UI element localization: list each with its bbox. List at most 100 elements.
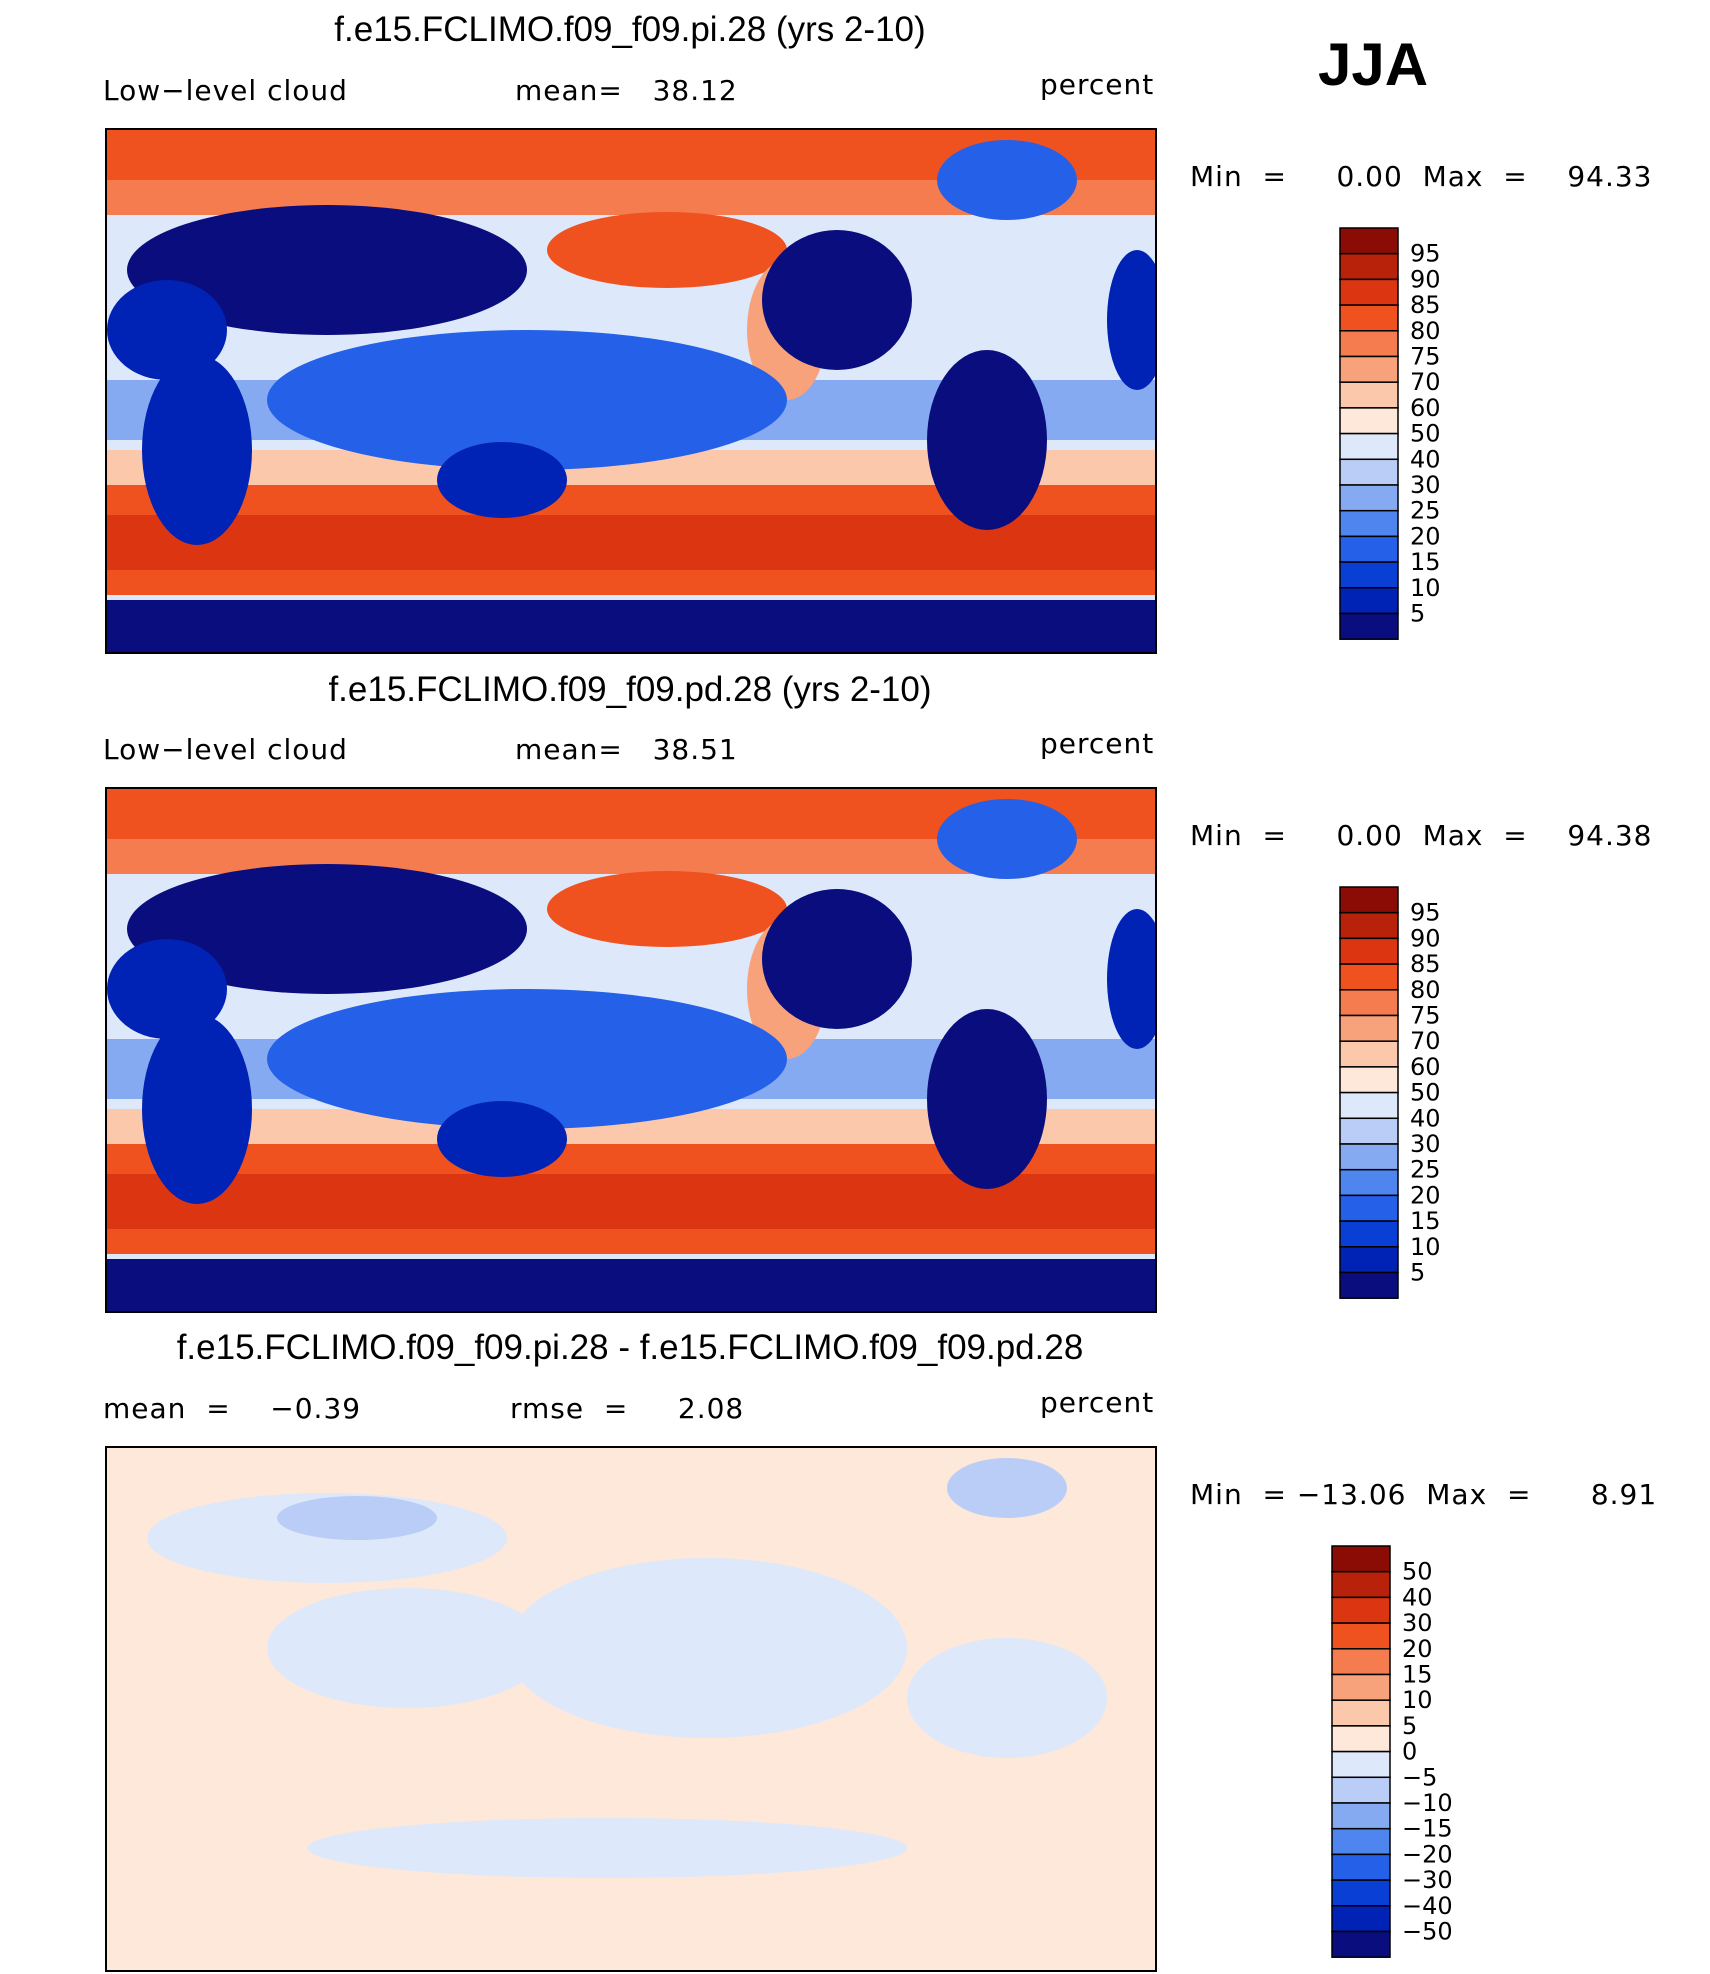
eurasia-continent <box>127 205 527 335</box>
colorbar-3-swatch <box>1331 1545 1391 1573</box>
colorbar-1-swatch <box>1339 509 1399 538</box>
colorbar-1-swatch <box>1339 227 1399 255</box>
colorbar-3-swatch <box>1331 1776 1391 1804</box>
colorbar-3-tick-label: −5 <box>1402 1763 1437 1791</box>
australia-region <box>437 442 567 518</box>
panel-3-title: f.e15.FCLIMO.f09_f09.pi.28 - f.e15.FCLIM… <box>176 1328 1084 1367</box>
colorbar-2-swatch <box>1339 1271 1399 1299</box>
africa-region <box>142 1014 252 1204</box>
panel-1-map <box>105 128 1157 654</box>
colorbar-3-swatch <box>1331 1827 1391 1856</box>
colorbar-3-swatch <box>1331 1853 1391 1881</box>
colorbar-2-tick-label: 60 <box>1410 1053 1441 1081</box>
colorbar-1-tick-label: 80 <box>1410 317 1441 345</box>
season-label: JJA <box>1318 31 1429 98</box>
panel-2-units-label: percent <box>1040 727 1155 760</box>
colorbar-2-swatch <box>1339 1040 1399 1068</box>
colorbar-3-swatch <box>1331 1750 1391 1779</box>
colorbar-3-tick-label: −30 <box>1402 1866 1452 1894</box>
colorbar-3-swatch <box>1331 1622 1391 1650</box>
panel-1-variable-label: Low−level cloud <box>103 74 348 107</box>
colorbar-1-tick-label: 20 <box>1410 522 1441 550</box>
colorbar-3-tick-label: 40 <box>1402 1583 1433 1611</box>
colorbar-2-swatch <box>1339 1143 1399 1171</box>
diff-southern-neg <box>307 1818 907 1878</box>
diff-siberia-neg <box>277 1496 437 1540</box>
diff-pacific-neg <box>507 1558 907 1738</box>
colorbar-3-swatch <box>1331 1802 1391 1830</box>
south-america-region <box>927 1009 1047 1189</box>
colorbar-2-swatch <box>1339 886 1399 914</box>
greenland-region <box>937 799 1077 879</box>
colorbar-3-tick-label: 20 <box>1402 1635 1433 1663</box>
colorbar-2-swatch <box>1339 1066 1399 1094</box>
colorbar-2-tick-label: 5 <box>1410 1259 1425 1287</box>
colorbar-1-swatch <box>1339 587 1399 615</box>
panel-1-title: f.e15.FCLIMO.f09_f09.pi.28 (yrs 2-10) <box>334 10 926 49</box>
colorbar-1-tick-label: 40 <box>1410 445 1441 473</box>
colorbar-3-swatch <box>1331 1648 1391 1676</box>
colorbar-2-swatch <box>1339 1014 1399 1042</box>
colorbar-2-swatch <box>1339 911 1399 940</box>
colorbar-1-tick-label: 15 <box>1410 548 1441 576</box>
colorbar-2-tick-label: 75 <box>1410 1002 1441 1030</box>
australia-region <box>437 1101 567 1177</box>
panel-1-units-label: percent <box>1040 68 1155 101</box>
colorbar-3-tick-label: 50 <box>1402 1558 1433 1586</box>
colorbar-1-swatch <box>1339 330 1399 358</box>
colorbar-2-swatch <box>1339 1220 1399 1248</box>
colorbar-2-tick-label: 50 <box>1410 1079 1441 1107</box>
panel-3-map-svg <box>107 1448 1155 1970</box>
colorbar-1-tick-label: 5 <box>1410 600 1425 628</box>
diff-greenland-neg <box>947 1458 1067 1518</box>
diff-indian-neg <box>267 1588 547 1708</box>
colorbar-2-tick-label: 70 <box>1410 1027 1441 1055</box>
colorbar-3-swatch <box>1331 1930 1391 1958</box>
panel-2-title: f.e15.FCLIMO.f09_f09.pd.28 (yrs 2-10) <box>328 670 932 709</box>
colorbar-1-swatch <box>1339 355 1399 383</box>
colorbar-2-tick-label: 40 <box>1410 1104 1441 1132</box>
colorbar-1-swatch <box>1339 252 1399 281</box>
africa-region <box>142 355 252 545</box>
colorbar-2-swatch <box>1339 963 1399 991</box>
panel-2-minmax: Min = 0.00 Max = 94.38 <box>1190 819 1653 852</box>
north-america-region <box>762 889 912 1029</box>
colorbar-1-tick-label: 85 <box>1410 291 1441 319</box>
panel-3-map <box>105 1446 1157 1972</box>
colorbar-3-tick-label: 15 <box>1402 1661 1433 1689</box>
diff-atlantic-neg <box>907 1638 1107 1758</box>
colorbar-1-swatch <box>1339 381 1399 409</box>
colorbar-2-swatch <box>1339 1168 1399 1197</box>
colorbar-2-tick-label: 90 <box>1410 924 1441 952</box>
colorbar-1-tick-label: 50 <box>1410 420 1441 448</box>
antarctica-region <box>107 1259 1155 1311</box>
colorbar-1-tick-label: 25 <box>1410 497 1441 525</box>
panel-1-minmax: Min = 0.00 Max = 94.33 <box>1190 160 1653 193</box>
colorbar-1-tick-label: 60 <box>1410 394 1441 422</box>
colorbar-2-tick-label: 95 <box>1410 899 1441 927</box>
south-america-region <box>927 350 1047 530</box>
panel-3-units-label: percent <box>1040 1386 1155 1419</box>
colorbar-3-tick-label: 30 <box>1402 1609 1433 1637</box>
colorbar-1-swatch <box>1339 407 1399 435</box>
colorbar-1-swatch <box>1339 561 1399 589</box>
panel-1-mean-label: mean= 38.12 <box>515 74 738 107</box>
colorbar-3-tick-label: −10 <box>1402 1789 1452 1817</box>
panel-3-minmax: Min = −13.06 Max = 8.91 <box>1190 1478 1658 1511</box>
colorbar-2-swatch <box>1339 1117 1399 1145</box>
colorbar-1-tick-label: 70 <box>1410 368 1441 396</box>
colorbar-3-swatch <box>1331 1905 1391 1933</box>
colorbar-1-swatch <box>1339 612 1399 640</box>
colorbar-3-tick-label: 10 <box>1402 1686 1433 1714</box>
colorbar-2-tick-label: 80 <box>1410 976 1441 1004</box>
panel-1-map-svg <box>107 130 1155 652</box>
colorbar-2-swatch <box>1339 989 1399 1017</box>
colorbar-3-swatch <box>1331 1570 1391 1599</box>
greenland-region <box>937 140 1077 220</box>
colorbar-2-tick-label: 85 <box>1410 950 1441 978</box>
colorbar-2-swatch <box>1339 1194 1399 1222</box>
colorbar-3-tick-label: 5 <box>1402 1712 1417 1740</box>
panel-2-map-svg <box>107 789 1155 1311</box>
colorbar-3-swatch <box>1331 1673 1391 1701</box>
